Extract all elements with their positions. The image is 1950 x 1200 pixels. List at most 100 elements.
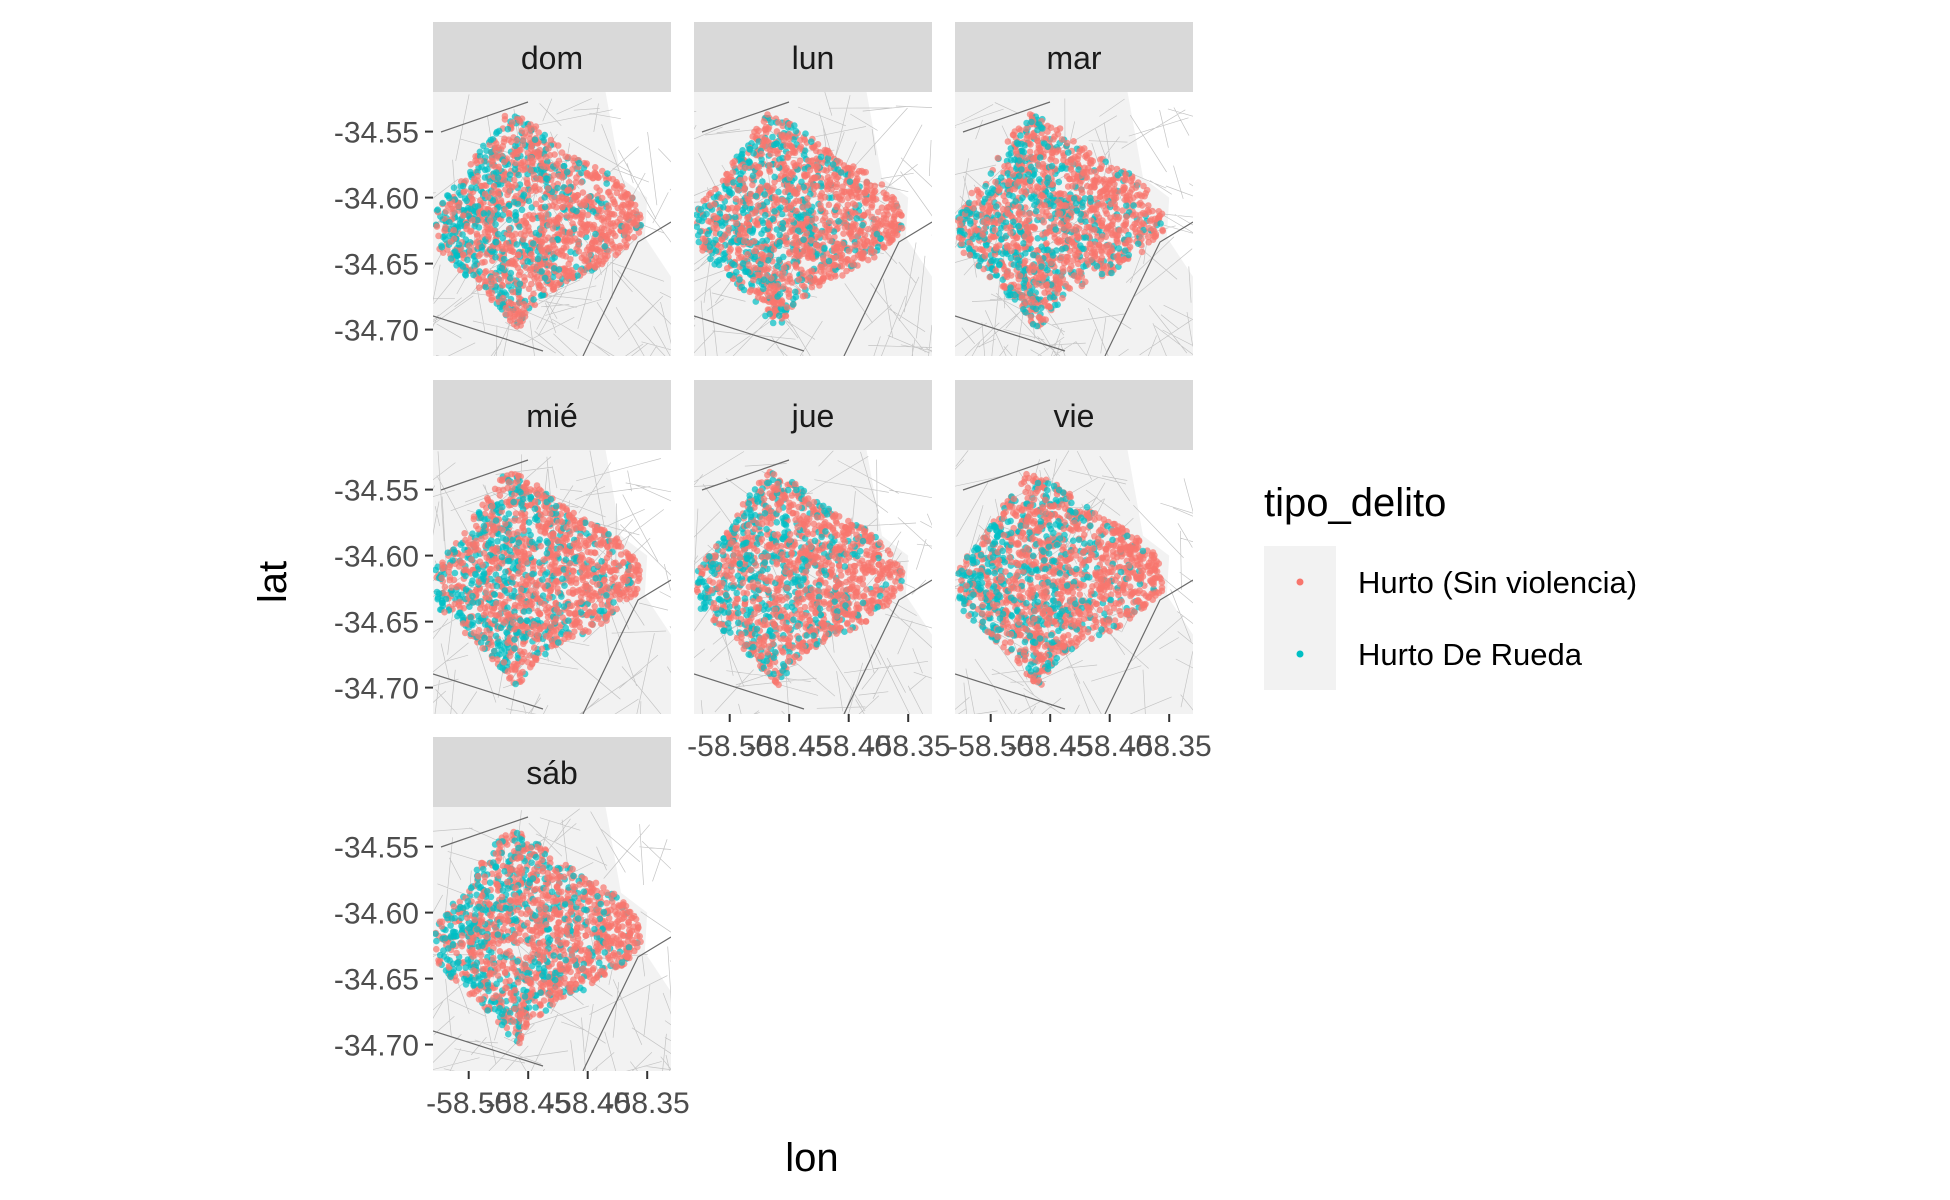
point-hurto-sin-violencia bbox=[565, 260, 572, 268]
point-hurto-sin-violencia bbox=[822, 221, 829, 229]
point-hurto-sin-violencia bbox=[754, 221, 762, 229]
point-hurto-sin-violencia bbox=[605, 202, 612, 209]
point-hurto-de-rueda bbox=[779, 219, 787, 227]
point-hurto-de-rueda bbox=[1125, 231, 1132, 239]
point-hurto-sin-violencia bbox=[583, 170, 591, 177]
point-hurto-sin-violencia bbox=[541, 248, 549, 256]
point-hurto-sin-violencia bbox=[1007, 229, 1014, 237]
point-hurto-de-rueda bbox=[873, 230, 881, 238]
point-hurto-sin-violencia bbox=[754, 163, 761, 171]
point-hurto-sin-violencia bbox=[1028, 223, 1036, 230]
point-hurto-de-rueda bbox=[589, 208, 597, 215]
point-hurto-de-rueda bbox=[464, 256, 471, 264]
point-hurto-sin-violencia bbox=[885, 233, 893, 241]
point-hurto-sin-violencia bbox=[813, 174, 821, 181]
point-hurto-sin-violencia bbox=[992, 267, 1000, 274]
point-hurto-sin-violencia bbox=[1072, 178, 1079, 185]
point-hurto-sin-violencia bbox=[525, 227, 533, 234]
point-hurto-sin-violencia bbox=[580, 269, 587, 276]
point-hurto-de-rueda bbox=[450, 184, 458, 191]
point-hurto-de-rueda bbox=[1033, 322, 1041, 330]
point-hurto-sin-violencia bbox=[575, 242, 582, 249]
point-hurto-de-rueda bbox=[1025, 171, 1032, 178]
point-hurto-sin-violencia bbox=[499, 142, 507, 150]
point-hurto-sin-violencia bbox=[968, 189, 975, 197]
point-hurto-de-rueda bbox=[538, 268, 545, 275]
point-hurto-de-rueda bbox=[746, 227, 754, 235]
point-hurto-sin-violencia bbox=[712, 221, 719, 229]
point-hurto-sin-violencia bbox=[786, 248, 793, 256]
point-hurto-sin-violencia bbox=[510, 176, 518, 184]
point-hurto-de-rueda bbox=[1010, 261, 1018, 269]
point-hurto-sin-violencia bbox=[799, 204, 807, 211]
point-hurto-de-rueda bbox=[997, 174, 1005, 181]
point-hurto-de-rueda bbox=[715, 261, 723, 269]
basemap-streets bbox=[433, 450, 671, 714]
point-hurto-de-rueda bbox=[540, 291, 547, 299]
point-hurto-de-rueda bbox=[761, 190, 768, 198]
point-hurto-de-rueda bbox=[760, 219, 767, 227]
point-hurto-de-rueda bbox=[541, 194, 548, 201]
point-hurto-de-rueda bbox=[481, 166, 489, 174]
y-tick-label: -34.65 bbox=[334, 249, 419, 282]
point-hurto-sin-violencia bbox=[536, 238, 544, 245]
point-hurto-de-rueda bbox=[563, 168, 571, 176]
point-hurto-de-rueda bbox=[981, 195, 989, 203]
point-hurto-sin-violencia bbox=[788, 224, 795, 232]
point-hurto-sin-violencia bbox=[521, 232, 529, 239]
point-hurto-de-rueda bbox=[1007, 254, 1015, 262]
point-hurto-de-rueda bbox=[480, 142, 487, 150]
point-hurto-sin-violencia bbox=[873, 215, 880, 223]
point-hurto-sin-violencia bbox=[992, 178, 999, 186]
point-hurto-sin-violencia bbox=[474, 172, 482, 180]
point-hurto-sin-violencia bbox=[487, 282, 495, 289]
point-hurto-sin-violencia bbox=[484, 193, 492, 201]
point-hurto-sin-violencia bbox=[765, 265, 772, 272]
point-hurto-sin-violencia bbox=[1111, 195, 1118, 203]
point-hurto-sin-violencia bbox=[811, 225, 818, 233]
point-hurto-sin-violencia bbox=[840, 230, 847, 237]
point-hurto-de-rueda bbox=[792, 127, 800, 135]
point-hurto-sin-violencia bbox=[1087, 256, 1095, 264]
point-hurto-sin-violencia bbox=[785, 287, 793, 294]
point-hurto-sin-violencia bbox=[616, 244, 624, 252]
point-hurto-sin-violencia bbox=[589, 245, 596, 252]
point-hurto-sin-violencia bbox=[1039, 164, 1047, 171]
point-hurto-de-rueda bbox=[1077, 210, 1084, 218]
point-hurto-sin-violencia bbox=[1113, 232, 1121, 239]
point-hurto-de-rueda bbox=[1035, 176, 1043, 183]
point-hurto-sin-violencia bbox=[831, 262, 838, 269]
point-hurto-sin-violencia bbox=[1021, 233, 1029, 240]
point-hurto-sin-violencia bbox=[1032, 264, 1039, 271]
point-hurto-sin-violencia bbox=[1144, 233, 1152, 241]
point-hurto-de-rueda bbox=[439, 199, 447, 207]
point-hurto-sin-violencia bbox=[598, 194, 606, 202]
point-hurto-sin-violencia bbox=[785, 168, 792, 175]
point-hurto-sin-violencia bbox=[613, 182, 620, 189]
point-hurto-sin-violencia bbox=[808, 267, 815, 275]
point-hurto-de-rueda bbox=[973, 210, 980, 218]
point-hurto-sin-violencia bbox=[524, 180, 531, 187]
major-roads bbox=[955, 101, 1193, 356]
point-hurto-de-rueda bbox=[475, 224, 483, 231]
point-hurto-sin-violencia bbox=[1099, 233, 1106, 240]
point-hurto-de-rueda bbox=[776, 231, 783, 239]
point-hurto-sin-violencia bbox=[807, 237, 815, 244]
point-hurto-sin-violencia bbox=[512, 159, 519, 167]
point-hurto-sin-violencia bbox=[844, 201, 852, 209]
point-hurto-sin-violencia bbox=[573, 174, 580, 181]
point-hurto-de-rueda bbox=[1006, 292, 1014, 299]
point-hurto-de-rueda bbox=[774, 262, 781, 270]
point-hurto-sin-violencia bbox=[517, 161, 525, 168]
point-hurto-sin-violencia bbox=[1149, 225, 1157, 233]
major-roads bbox=[433, 101, 671, 356]
scatter-points-mie bbox=[433, 470, 643, 688]
point-hurto-sin-violencia bbox=[1024, 227, 1032, 235]
point-hurto-sin-violencia bbox=[435, 232, 442, 240]
point-hurto-sin-violencia bbox=[455, 203, 462, 210]
point-hurto-de-rueda bbox=[459, 182, 467, 190]
point-hurto-sin-violencia bbox=[1012, 147, 1020, 155]
point-hurto-de-rueda bbox=[1034, 235, 1042, 242]
point-hurto-sin-violencia bbox=[483, 278, 490, 285]
point-hurto-de-rueda bbox=[792, 288, 799, 296]
